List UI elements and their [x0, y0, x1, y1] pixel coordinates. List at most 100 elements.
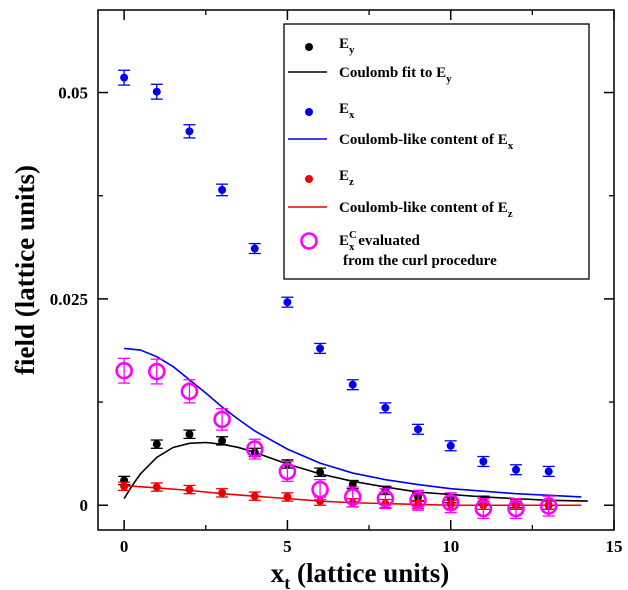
legend-label: Coulomb-like content of Ex	[339, 132, 514, 152]
legend-marker	[305, 108, 313, 116]
curl-marker	[278, 462, 297, 481]
ex-point	[346, 379, 359, 391]
curl-marker	[409, 491, 427, 510]
legend-marker	[305, 43, 313, 51]
legend-label-sub: x	[349, 241, 355, 253]
ey-point	[183, 429, 196, 440]
curl-marker	[376, 489, 395, 508]
ez-marker	[218, 488, 227, 497]
ex-marker	[544, 467, 553, 476]
ex-point	[281, 296, 294, 308]
ex-point	[542, 465, 555, 477]
x-axis-title-sub: t	[284, 573, 290, 590]
curl-point	[213, 408, 231, 431]
ex-marker	[283, 298, 292, 307]
ex-marker	[316, 344, 325, 353]
legend-label-sub: x	[349, 109, 355, 121]
curl-marker	[115, 361, 133, 380]
ex-marker	[152, 87, 161, 96]
y-tick-label: 0	[80, 496, 89, 515]
legend-item-ex: Ex	[305, 101, 355, 121]
curl-point	[245, 438, 264, 460]
legend-label-main: Coulomb fit to E	[339, 65, 446, 81]
curl-point	[539, 495, 558, 517]
curl-point	[441, 492, 460, 514]
curl-marker	[245, 440, 264, 458]
legend-label-main: Coulomb-like content of E	[339, 132, 508, 148]
curl-marker	[180, 382, 199, 401]
legend-label: Coulomb-like content of Ez	[339, 200, 513, 220]
curl-point	[311, 479, 329, 501]
legend-label-sub: z	[508, 208, 513, 220]
ez-marker	[250, 492, 259, 501]
legend-label-sub: y	[446, 73, 452, 85]
ey-marker	[152, 440, 161, 449]
legend-item-ez_fit: Coulomb-like content of Ez	[288, 200, 513, 220]
curl-point	[474, 497, 493, 520]
ex-marker	[218, 185, 227, 194]
legend-label: Ez	[339, 168, 354, 188]
ex-marker	[446, 441, 455, 450]
ez-marker	[120, 482, 129, 491]
ex-marker	[348, 380, 357, 389]
ex-point	[510, 464, 523, 476]
curl-point	[115, 357, 133, 384]
legend-label-main: E	[339, 168, 349, 184]
legend-label-main: E	[339, 101, 349, 117]
legend-label: Ey	[339, 36, 355, 56]
curl-marker	[213, 410, 231, 429]
ez-point	[118, 481, 131, 492]
legend-label-main: E	[339, 36, 349, 52]
ey-marker	[316, 468, 325, 477]
curl-marker	[474, 499, 493, 518]
ex-point	[477, 455, 490, 468]
legend-label-main: Coulomb-like content of E	[339, 200, 508, 216]
ex-marker	[414, 425, 423, 434]
ex-point	[412, 423, 425, 435]
ex-point	[444, 440, 457, 452]
curl-marker	[147, 362, 166, 381]
y-tick-label: 0.025	[50, 290, 88, 309]
ez-marker	[185, 485, 194, 494]
legend-marker	[305, 175, 313, 183]
ez-point	[248, 491, 261, 501]
legend-label-sub: z	[349, 176, 354, 188]
legend-label-sub: x	[508, 140, 514, 152]
ex-point	[150, 83, 163, 100]
x-tick-label: 5	[283, 537, 292, 556]
ez-point	[150, 482, 163, 492]
curl-marker	[343, 488, 362, 506]
ex-point	[183, 124, 196, 139]
ex-point	[248, 242, 261, 255]
legend-label-sub: y	[349, 44, 355, 56]
legend-label-main: E	[339, 233, 349, 249]
legend-label-rest: evaluated	[354, 233, 420, 249]
curl-point	[507, 497, 525, 520]
ex-point	[314, 342, 327, 355]
legend-item-ey: Ey	[305, 36, 355, 56]
ey-marker	[218, 436, 227, 445]
curl-point	[343, 486, 362, 508]
curl-marker	[311, 480, 329, 499]
ey-point	[150, 439, 163, 449]
legend-label: Ex	[339, 101, 355, 121]
legend-label: Coulomb fit to Ey	[339, 65, 452, 85]
curl-point	[409, 489, 427, 511]
curl-point	[376, 488, 395, 510]
ex-marker	[512, 465, 521, 474]
ex_fit-line	[124, 347, 582, 498]
curl-marker	[507, 499, 525, 518]
curl-point	[180, 379, 199, 404]
legend-item-ez: Ez	[305, 168, 354, 188]
ey-marker	[185, 430, 194, 439]
legend-box	[283, 23, 590, 280]
ez-marker	[283, 492, 292, 501]
ez-point	[281, 492, 294, 502]
ex-marker	[185, 127, 194, 136]
ez-point	[216, 488, 229, 498]
ez-marker	[152, 483, 161, 492]
